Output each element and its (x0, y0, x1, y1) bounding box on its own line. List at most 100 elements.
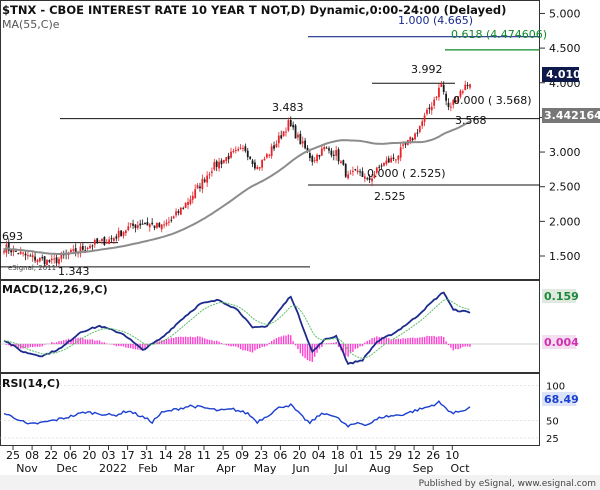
candle-body (74, 248, 77, 253)
candle-body (366, 178, 369, 180)
candle-body (201, 178, 204, 190)
candle-body (435, 96, 438, 98)
x-tick-label: 03 (102, 449, 116, 462)
candle-body (53, 258, 56, 260)
annotation-low-3568: 3.568 (455, 114, 487, 127)
candle-body (318, 154, 321, 157)
candle-body (232, 151, 235, 153)
candle-body (397, 155, 400, 160)
candle-body (414, 133, 416, 140)
rsi-tick-label: 50 (546, 417, 559, 428)
candle-body (189, 199, 192, 204)
candle-body (172, 216, 175, 219)
candle-body (98, 240, 101, 242)
candle-body (426, 109, 428, 114)
annotation-left-high: 693 (2, 230, 23, 243)
candle-body (41, 257, 44, 259)
candle-body (38, 257, 41, 262)
candle-body (139, 223, 142, 226)
candle-body (222, 159, 225, 163)
candle-body (196, 185, 199, 189)
x-tick-label: 31 (140, 449, 154, 462)
candle-body (29, 255, 32, 257)
price-tick-label: 2.000 (549, 215, 581, 228)
annotation-high-3483: 3.483 (272, 101, 304, 114)
candle-body (24, 253, 27, 256)
footer-publisher: Published by eSignal, www.esignal.com (419, 479, 596, 489)
candle-body (285, 131, 287, 133)
candle-body (304, 140, 307, 149)
month-label: Dec (56, 462, 77, 475)
candle-body (17, 253, 20, 255)
candle-body (144, 222, 146, 224)
candle-body (464, 84, 467, 91)
candle-body (244, 146, 247, 152)
x-tick-label: 29 (388, 449, 402, 462)
candle-body (306, 147, 309, 151)
candle-body (163, 224, 166, 226)
fib-label-0000-upper: 0.000 ( 3.568) (453, 94, 532, 107)
macd-title: MACD(12,26,9,C) (2, 283, 108, 296)
candle-body (34, 256, 36, 261)
macd-value-label: 0.159 (544, 290, 579, 303)
candle-body (409, 136, 412, 142)
candle-body (287, 120, 290, 131)
candle-body (340, 161, 342, 164)
rsi-tick-label: 100 (546, 382, 565, 393)
candle-body (280, 135, 283, 139)
candle-body (3, 251, 5, 253)
month-label: 2022 (99, 462, 127, 475)
candle-body (328, 148, 330, 151)
annotation-high-3992: 3.992 (411, 63, 443, 76)
price-panel-frame (0, 0, 540, 280)
price-tick-label: 3.000 (549, 146, 581, 159)
candle-body (206, 175, 209, 183)
candle-body (110, 238, 113, 240)
candle-body (316, 154, 318, 162)
fib-label-1000: 1.000 (4.665) (398, 14, 473, 27)
candle-body (246, 150, 249, 158)
candle-body (194, 189, 197, 198)
candle-body (371, 178, 373, 182)
candle-body (294, 125, 297, 139)
candle-body (378, 166, 381, 168)
month-label: Sep (413, 462, 434, 475)
candle-body (218, 161, 220, 169)
candle-body (392, 157, 395, 159)
candle-body (299, 133, 302, 145)
candle-body (308, 152, 311, 159)
x-tick-label: 15 (369, 449, 383, 462)
candle-body (153, 225, 156, 228)
candle-body (31, 255, 34, 258)
month-label: Jul (333, 462, 347, 475)
candle-body (368, 177, 371, 180)
candle-body (390, 157, 393, 163)
candle-body (239, 147, 242, 149)
x-tick-label: 22 (44, 449, 58, 462)
candle-body (282, 131, 285, 137)
x-tick-label: 25 (6, 449, 20, 462)
price-tick-label: 5.000 (549, 7, 581, 20)
rsi-panel-frame (0, 373, 540, 446)
candle-body (10, 248, 13, 253)
x-tick-label: 25 (216, 449, 230, 462)
candle-body (363, 176, 366, 179)
candle-body (22, 252, 25, 254)
x-tick-label: 01 (350, 449, 364, 462)
candle-body (191, 195, 194, 200)
candle-body (268, 154, 271, 156)
ma-legend: MA(55,C)e (2, 18, 60, 31)
candle-body (373, 174, 376, 179)
candle-body (380, 165, 383, 167)
candle-body (261, 159, 263, 168)
candle-body (165, 222, 168, 225)
candle-body (459, 90, 462, 97)
x-tick-label: 11 (197, 449, 211, 462)
candle-body (58, 258, 60, 264)
candle-body (26, 255, 29, 257)
candle-body (411, 138, 414, 140)
candle-body (256, 167, 259, 170)
month-label: Feb (138, 462, 157, 475)
